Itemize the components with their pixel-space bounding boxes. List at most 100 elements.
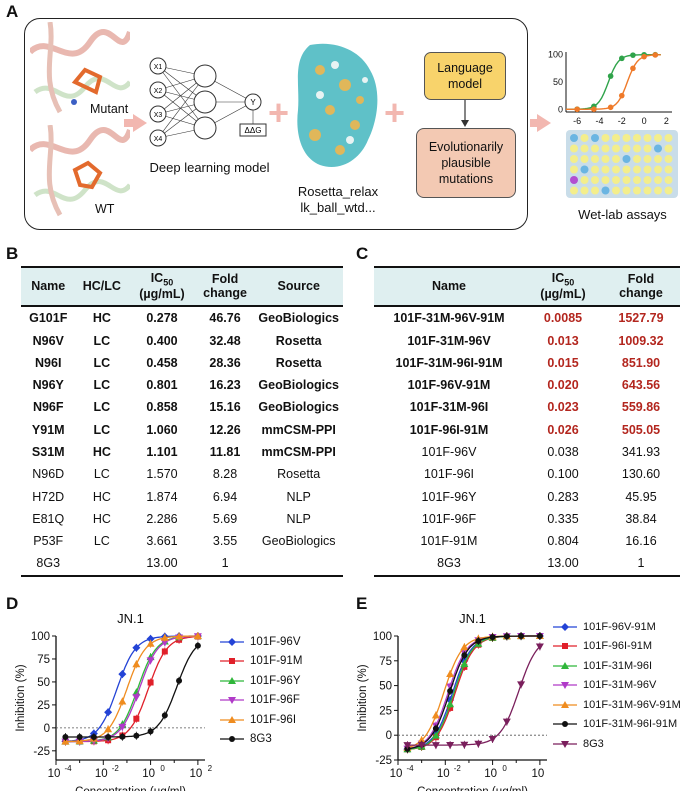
legend-marker-icon xyxy=(553,740,577,748)
cell-ic50: 1.570 xyxy=(146,467,178,482)
plate-well xyxy=(580,186,589,195)
cell-ic50: 0.278 xyxy=(146,311,178,326)
legend-label: 101F-96I xyxy=(250,713,297,726)
legend-marker-icon xyxy=(220,676,244,684)
mini-point xyxy=(618,55,625,62)
plate-well xyxy=(601,176,610,184)
col-name: Name xyxy=(21,267,76,307)
cell-fold: 16.23 xyxy=(209,378,241,393)
table-row: 101F-96I-91M 0.026 505.05 xyxy=(374,419,680,441)
cell-fold: 559.86 xyxy=(621,400,661,415)
legend-marker-icon xyxy=(553,682,577,690)
table-row: 101F-31M-96I-91M 0.015 851.90 xyxy=(374,352,680,374)
legend-marker-icon xyxy=(553,700,577,708)
cell-ic50: 0.283 xyxy=(547,489,579,504)
cell-ic50: 3.661 xyxy=(146,534,178,549)
cell-name: N96I xyxy=(35,355,62,370)
mini-point xyxy=(574,106,580,113)
legend-symbol xyxy=(229,658,235,665)
cell-name: E81Q xyxy=(32,511,65,526)
legend-marker-icon xyxy=(220,697,244,705)
table-row: G101F HC 0.278 46.76 GeoBiologics xyxy=(21,306,343,329)
nn-input-3: X3 xyxy=(154,112,163,119)
table-row: 101F-91M 0.804 16.16 xyxy=(374,530,680,552)
data-point xyxy=(104,708,113,717)
x-tick-label: 10 xyxy=(484,768,497,780)
legend-d: 101F-96V 101F-91M 101F-96Y 101F-96F 101F-96I… xyxy=(220,632,302,749)
cell-hclc: HC xyxy=(92,489,111,504)
legend-item: 8G3 xyxy=(220,730,302,750)
mini-point xyxy=(607,73,614,79)
legend-label: 101F-31M-96I xyxy=(583,659,653,672)
data-point xyxy=(176,677,183,684)
legend-item: 101F-31M-96V xyxy=(553,676,681,696)
plate-well xyxy=(591,165,599,174)
x-tick-exponent: -2 xyxy=(454,764,462,773)
mini-y-tick: 0 xyxy=(558,104,563,114)
x-tick-label: 10 xyxy=(48,768,61,780)
legend-marker xyxy=(220,655,244,667)
legend-label: 101F-96I-91M xyxy=(583,640,653,653)
data-point xyxy=(193,632,202,640)
cell-name: S31M xyxy=(31,444,65,459)
nn-input-4: X4 xyxy=(154,136,163,143)
cell-name: 101F-96F xyxy=(421,511,477,526)
nn-input-1: X1 xyxy=(154,64,163,71)
legend-marker xyxy=(553,640,577,652)
cell-name: H72D xyxy=(32,489,65,504)
legend-marker xyxy=(553,660,577,672)
cell-hclc: LC xyxy=(93,467,110,482)
legend-symbol xyxy=(561,700,569,708)
data-point xyxy=(503,633,510,640)
wt-structure-image xyxy=(27,124,133,220)
col-fold: Fold change xyxy=(602,267,680,307)
chart-e: JN.11007550250-2510-410-2100102Concentra… xyxy=(357,611,550,791)
nn-input-2: X2 xyxy=(154,88,163,95)
legend-symbol xyxy=(561,622,569,631)
cell-name: 101F-31M-96V-91M xyxy=(393,311,505,326)
fold-line1: Fold xyxy=(211,272,239,287)
cell-hclc xyxy=(75,552,128,575)
data-point xyxy=(502,718,511,726)
y-tick-label: 100 xyxy=(373,631,392,643)
data-point xyxy=(118,723,127,731)
x-tick-exponent: -4 xyxy=(406,764,414,773)
cell-name: 101F-96I-91M xyxy=(409,422,489,437)
legend-symbol xyxy=(228,697,236,705)
cell-fold: 6.94 xyxy=(212,489,238,504)
plate-well xyxy=(633,155,641,163)
data-point xyxy=(518,633,525,640)
plate-well xyxy=(580,144,589,153)
cell-fold: 11.81 xyxy=(209,444,241,459)
legend-symbol xyxy=(562,721,568,728)
legend-marker-icon xyxy=(553,622,577,631)
language-to-mutation-arrow xyxy=(461,100,469,127)
legend-e: 101F-96V-91M 101F-96I-91M 101F-31M-96I 101F… xyxy=(553,617,681,754)
cell-name: G101F xyxy=(29,311,68,326)
cell-fold: 28.36 xyxy=(209,355,241,370)
fold-line2: change xyxy=(203,285,247,300)
plus-sign-2: + xyxy=(384,92,406,133)
cell-fold: 12.26 xyxy=(209,422,241,437)
plate-well xyxy=(591,186,599,195)
legend-symbol xyxy=(562,643,568,650)
data-point xyxy=(161,648,168,655)
cell-source: GeoBiologics xyxy=(261,534,336,549)
legend-item: 101F-96I xyxy=(220,710,302,730)
table-row: N96Y LC 0.801 16.23 GeoBiologics xyxy=(21,374,343,396)
legend-symbol xyxy=(228,637,236,646)
chart-d: JN.11007550250-2510-410-2100102Concentra… xyxy=(15,611,213,791)
cell-name: 101F-31M-96I-91M xyxy=(395,355,503,370)
col-ic50: IC50 (µg/mL) xyxy=(524,267,602,307)
panel-label-c: C xyxy=(356,244,369,263)
cell-fold: 46.76 xyxy=(209,311,241,326)
legend-marker-icon xyxy=(553,643,577,650)
data-point xyxy=(175,632,184,640)
data-point xyxy=(133,715,140,722)
x-tick-exponent: -2 xyxy=(112,764,120,773)
evo-line3: mutations xyxy=(438,172,494,186)
cell-ic50: 1.101 xyxy=(146,444,178,459)
flow-arrow-2 xyxy=(530,119,538,127)
plate-well xyxy=(643,165,652,174)
legend-label: 8G3 xyxy=(250,733,272,746)
